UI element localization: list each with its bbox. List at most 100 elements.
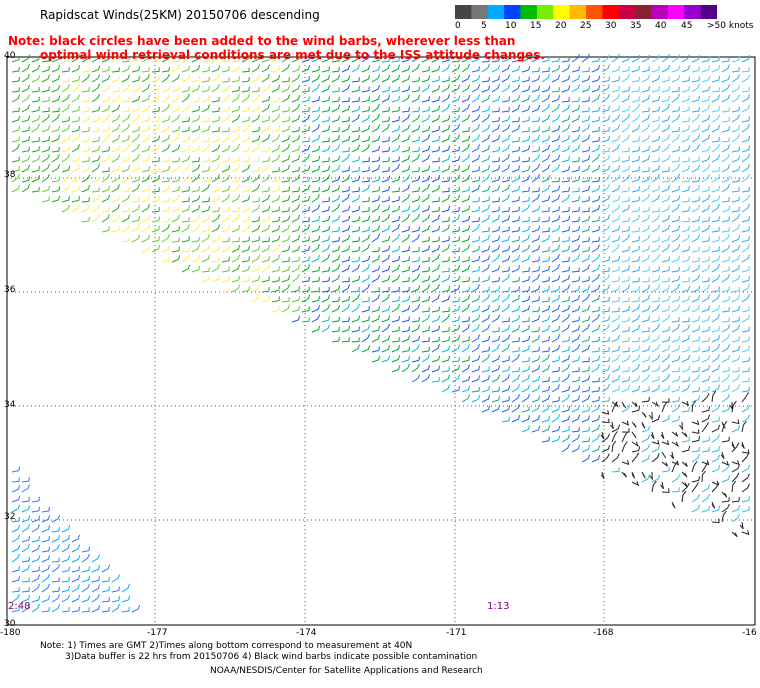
wind-barb — [391, 365, 401, 373]
wind-barb — [511, 65, 521, 73]
wind-barb — [191, 173, 200, 183]
wind-barb — [471, 197, 480, 203]
wind-barb — [561, 215, 571, 223]
wind-barb — [91, 584, 101, 593]
wind-barb — [621, 147, 630, 153]
wind-barb — [581, 415, 591, 423]
wind-barb — [681, 317, 690, 323]
wind-barb — [621, 134, 631, 143]
wind-barb — [631, 166, 640, 173]
wind-barb — [581, 375, 591, 383]
wind-barb — [401, 165, 411, 173]
wind-barb — [611, 243, 620, 253]
wind-barb — [541, 425, 551, 433]
wind-barb — [471, 55, 481, 63]
wind-barb — [711, 304, 721, 313]
wind-barb — [661, 401, 668, 413]
wind-barb — [721, 266, 730, 273]
wind-barb — [511, 265, 521, 273]
wind-barb — [441, 115, 451, 123]
wind-barb — [741, 420, 747, 433]
wind-barb — [361, 306, 370, 313]
wind-barb — [161, 94, 171, 103]
wind-barb — [341, 147, 350, 153]
wind-barb — [721, 463, 730, 473]
wind-barb — [721, 226, 730, 233]
wind-barb — [611, 225, 621, 233]
wind-barb — [741, 506, 750, 513]
wind-barb — [491, 175, 501, 183]
wind-barb — [531, 134, 541, 143]
wind-barb — [121, 123, 130, 133]
wind-barb — [241, 105, 251, 113]
wind-barb — [81, 197, 90, 203]
wind-barb — [351, 256, 360, 263]
wind-barb — [551, 56, 560, 63]
wind-barb — [581, 67, 590, 73]
wind-barb — [731, 286, 740, 293]
wind-barb — [541, 103, 550, 113]
wind-barb — [691, 164, 701, 173]
wind-barb — [451, 386, 460, 393]
wind-barb — [601, 256, 610, 263]
wind-barb — [701, 484, 711, 493]
wind-barb — [331, 127, 340, 133]
wind-barb — [561, 115, 571, 123]
wind-barb — [341, 284, 351, 293]
wind-barb — [571, 316, 580, 323]
wind-barb — [151, 144, 161, 153]
scale-label: 5 — [481, 21, 487, 31]
wind-barb — [271, 144, 281, 153]
wind-barb — [651, 474, 661, 483]
wind-barb — [601, 374, 611, 383]
wind-barb — [401, 326, 410, 333]
wind-barb — [721, 233, 730, 243]
wind-barb — [41, 56, 50, 63]
wind-barb — [681, 245, 691, 253]
wind-barb — [511, 294, 521, 303]
wind-barb — [51, 604, 60, 613]
wind-barb — [251, 224, 261, 233]
wind-barb — [531, 384, 541, 393]
wind-barb — [321, 324, 330, 333]
wind-barb — [461, 164, 471, 173]
wind-barb — [651, 323, 660, 333]
wind-barb — [501, 194, 510, 203]
wind-barb — [301, 56, 310, 63]
wind-barb — [211, 96, 220, 103]
colorbar-swatch — [667, 5, 685, 19]
wind-barb — [521, 105, 531, 113]
wind-barb — [431, 55, 441, 63]
wind-barb — [221, 94, 231, 103]
wind-barb — [181, 104, 191, 113]
wind-barb — [91, 74, 101, 83]
wind-barb — [681, 177, 690, 183]
wind-barb — [121, 584, 130, 593]
wind-barb — [401, 135, 411, 143]
wind-barb — [201, 137, 210, 143]
wind-barb — [291, 84, 301, 93]
wind-barb — [451, 107, 460, 113]
wind-barb — [431, 236, 440, 243]
wind-barb — [61, 555, 71, 563]
wind-barb — [631, 421, 637, 428]
wind-barb — [651, 224, 661, 233]
wind-barb — [581, 155, 591, 163]
wind-barb — [451, 356, 460, 363]
wind-barb — [561, 415, 571, 423]
wind-barb — [81, 583, 90, 593]
wind-barb — [461, 344, 470, 353]
wind-barb — [731, 74, 740, 83]
wind-barb — [471, 236, 480, 243]
wind-barb — [141, 67, 150, 73]
wind-barb — [91, 187, 100, 193]
wind-barb — [631, 401, 638, 407]
wind-barb — [21, 184, 30, 193]
wind-barb — [591, 386, 600, 393]
wind-barb — [91, 164, 100, 173]
wind-barb — [201, 176, 210, 183]
wind-barb — [591, 244, 600, 253]
wind-barb — [21, 126, 30, 133]
wind-barb — [11, 566, 20, 573]
wind-barb — [681, 324, 691, 333]
